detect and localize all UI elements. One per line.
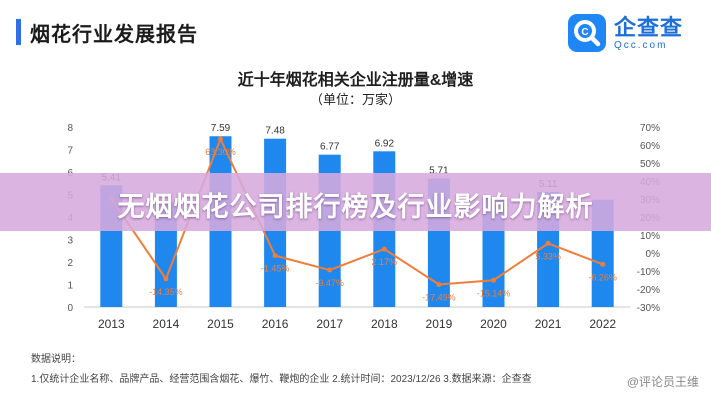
right-axis-tick: 10%: [640, 231, 660, 242]
growth-rate-point: [272, 253, 278, 259]
bar-value-label: 6.77: [320, 142, 340, 153]
x-axis-tick: 2021: [535, 317, 562, 331]
magnifier-logo-icon: C: [567, 14, 606, 52]
growth-rate-point: [545, 240, 551, 246]
right-axis-tick: -10%: [637, 267, 660, 278]
growth-rate-point: [436, 281, 442, 287]
right-axis-tick: 0%: [646, 249, 661, 260]
x-axis-tick: 2014: [153, 317, 180, 331]
x-axis-tick: 2020: [480, 317, 507, 331]
growth-rate-point: [491, 277, 496, 283]
notes-label: 数据说明：: [31, 354, 81, 365]
bar-value-label: 5.71: [429, 166, 449, 177]
growth-rate-point: [381, 246, 387, 252]
growth-rate-label: -14.35%: [149, 287, 183, 297]
brand-domain: Qcc.com: [613, 39, 668, 51]
growth-rate-point: [218, 136, 223, 142]
bar-value-label: 7.59: [211, 123, 231, 134]
growth-rate-label: -6.26%: [588, 272, 617, 282]
notes-text: 1.仅统计企业名称、品牌产品、经营范围含烟花、爆竹、鞭炮的企业 2.统计时间：2…: [31, 374, 532, 385]
growth-rate-point: [600, 261, 606, 267]
growth-rate-label: -15.14%: [477, 288, 511, 298]
x-axis-tick: 2015: [207, 317, 234, 331]
page-title: 烟花行业发展报告: [30, 24, 198, 46]
growth-rate-point: [163, 276, 169, 282]
growth-rate-label: 63.30%: [205, 147, 236, 157]
svg-text:C: C: [581, 27, 588, 38]
left-axis-tick: 7: [67, 146, 73, 157]
bar-value-label: 7.48: [265, 126, 285, 137]
growth-rate-label: 2.17%: [372, 257, 398, 267]
brand-name: 企查查: [613, 14, 683, 40]
right-axis-tick: -30%: [637, 303, 660, 314]
x-axis-tick: 2018: [371, 317, 398, 331]
growth-rate-label: 5.33%: [535, 251, 561, 261]
banner-text: 无烟烟花公司排行榜及行业影响力解析: [117, 192, 594, 222]
brand-logo: C 企查查 Qcc.com: [567, 14, 683, 52]
right-axis-tick: -20%: [637, 285, 660, 296]
x-axis-tick: 2019: [426, 317, 453, 331]
bar-value-label: 6.92: [375, 138, 395, 149]
left-axis-tick: 0: [67, 303, 73, 314]
title-banner: [0, 173, 711, 231]
x-axis-tick: 2017: [316, 317, 343, 331]
left-axis-tick: 3: [67, 236, 73, 247]
right-axis-tick: 50%: [640, 159, 660, 170]
growth-rate-label: -1.45%: [261, 264, 290, 274]
growth-rate-label: -17.49%: [422, 292, 456, 302]
x-axis-tick: 2013: [98, 317, 125, 331]
watermark-text: @评论员王维: [626, 375, 699, 389]
chart-subtitle: （单位：万家）: [309, 92, 401, 107]
chart-title: 近十年烟花相关企业注册量&增速: [237, 72, 474, 89]
x-axis-tick: 2022: [589, 317, 616, 331]
right-axis-tick: 70%: [640, 123, 660, 134]
left-axis-tick: 2: [67, 258, 73, 269]
left-axis-tick: 1: [67, 281, 73, 292]
growth-rate-label: -9.47%: [315, 278, 344, 288]
header-accent-bar: [16, 19, 21, 45]
left-axis-tick: 8: [67, 123, 73, 134]
right-axis-tick: 60%: [640, 141, 660, 152]
x-axis-tick: 2016: [262, 317, 289, 331]
growth-rate-point: [327, 267, 333, 273]
